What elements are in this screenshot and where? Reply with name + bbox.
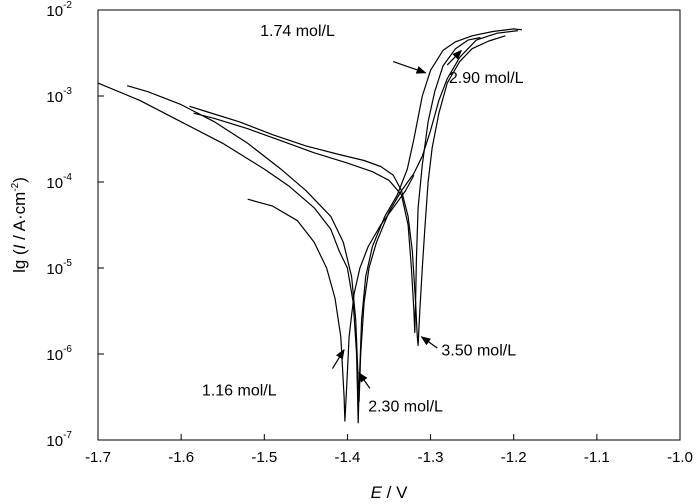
y-axis-title: lg (I / A·cm-2) <box>10 177 29 273</box>
annotation-label: 3.50 mol/L <box>441 343 516 360</box>
annotation-arrow <box>446 49 463 66</box>
annotation-label: 2.90 mol/L <box>449 70 524 87</box>
y-tick-label: 10-5 <box>46 258 72 278</box>
y-tick-label: 10-6 <box>46 344 72 364</box>
x-tick-label: -1.1 <box>584 449 610 466</box>
x-tick-label: -1.4 <box>334 449 360 466</box>
annotation-arrow <box>331 348 345 369</box>
y-tick-label: 10-2 <box>46 0 72 20</box>
series-group <box>97 28 523 424</box>
annotation-group: 1.74 mol/L 2.90 mol/L 3.50 mol/L 1.16 mol/L… <box>202 23 524 416</box>
annotation-arrow <box>358 372 371 389</box>
x-axis-title: E / V <box>371 483 409 502</box>
y-tick-label: 10-4 <box>46 172 72 192</box>
series-line-2-90 <box>126 30 518 402</box>
axis-ticks: -1.7 -1.6 -1.5 -1.4 -1.3 -1.2 -1.1 -1.0 10-7 10-6… <box>46 0 693 466</box>
x-tick-label: -1.0 <box>667 449 693 466</box>
x-tick-label: -1.2 <box>501 449 527 466</box>
plot-frame <box>97 9 681 441</box>
series-line-2-30 <box>97 28 523 424</box>
x-tick-label: -1.6 <box>168 449 194 466</box>
annotation-arrow <box>392 61 427 74</box>
x-tick-label: -1.7 <box>85 449 111 466</box>
annotation-label: 2.30 mol/L <box>368 399 443 416</box>
series-line-3-50 <box>189 35 506 346</box>
series-line-1-74 <box>193 36 481 334</box>
x-tick-label: -1.5 <box>251 449 277 466</box>
annotation-label: 1.74 mol/L <box>260 23 335 40</box>
y-tick-label: 10-3 <box>46 86 72 106</box>
annotation-arrow <box>420 336 438 349</box>
annotation-label: 1.16 mol/L <box>202 382 277 399</box>
y-tick-label: 10-7 <box>46 430 72 450</box>
x-tick-label: -1.3 <box>418 449 444 466</box>
